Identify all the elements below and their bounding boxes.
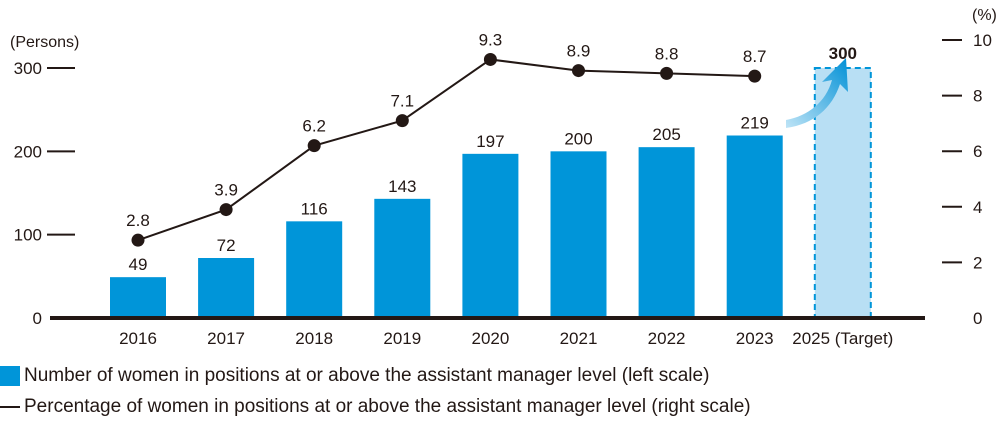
line-value-label: 2.8 [126,211,150,230]
left-tick-label: 0 [33,309,42,328]
line-point [748,69,762,83]
legend-bars-label: Number of women in positions at or above… [24,365,710,386]
x-tick-label: 2025 (Target) [792,329,893,348]
line-value-label: 8.7 [743,47,767,66]
bar [286,221,343,318]
left-tick-label: 100 [14,226,42,245]
line-point [131,233,145,247]
legend-bars-swatch [0,366,20,386]
bar-value-label: 219 [741,114,769,133]
x-tick-label: 2022 [648,329,686,348]
line-point [572,64,585,78]
bar [550,151,607,318]
bar-value-label: 205 [652,125,680,144]
right-tick-label: 10 [973,31,992,50]
x-tick-label: 2021 [560,329,598,348]
bar-value-label: 197 [476,132,504,151]
line-value-label: 6.2 [302,117,326,136]
legend-bars: Number of women in positions at or above… [0,365,709,387]
x-tick-label: 2023 [736,329,774,348]
right-tick-label: 2 [973,253,982,272]
line-point [219,203,233,217]
right-axis-unit: (%) [972,7,997,24]
line-point [395,114,409,128]
bar [462,153,519,318]
line-point [307,139,321,153]
line-value-label: 8.8 [655,44,679,63]
legend-line: Percentage of women in positions at or a… [0,396,751,418]
bar-value-label: 72 [217,236,236,255]
bar-value-label: 300 [829,44,857,63]
left-tick-label: 300 [14,59,42,78]
right-tick-label: 8 [973,87,982,106]
growth-arrow-icon [786,58,848,128]
bar [726,135,783,318]
bar-value-label: 116 [301,199,328,218]
x-tick-label: 2016 [119,329,157,348]
line-value-label: 7.1 [390,92,414,111]
left-axis-unit: (Persons) [10,34,79,51]
left-tick-label: 200 [14,142,42,161]
bar-value-label: 200 [564,129,592,148]
right-tick-label: 4 [973,198,982,217]
line-value-label: 9.3 [479,30,503,49]
right-tick-label: 6 [973,142,982,161]
x-tick-label: 2019 [383,329,421,348]
legend-line-swatch [0,406,20,408]
line-point [660,66,674,80]
bar [374,198,431,318]
line-value-label: 3.9 [214,181,238,200]
x-tick-label: 2020 [471,329,509,348]
bar-value-label: 49 [129,255,148,274]
x-tick-label: 2018 [295,329,333,348]
right-tick-label: 0 [973,309,982,328]
bar [110,277,166,318]
line-value-label: 8.9 [567,42,591,61]
bar-value-label: 143 [388,177,416,196]
legend-line-label: Percentage of women in positions at or a… [24,396,751,417]
percentage-line [137,58,755,242]
x-tick-label: 2017 [207,329,245,348]
bar [198,258,255,318]
bar [638,147,695,318]
line-point [483,52,497,66]
